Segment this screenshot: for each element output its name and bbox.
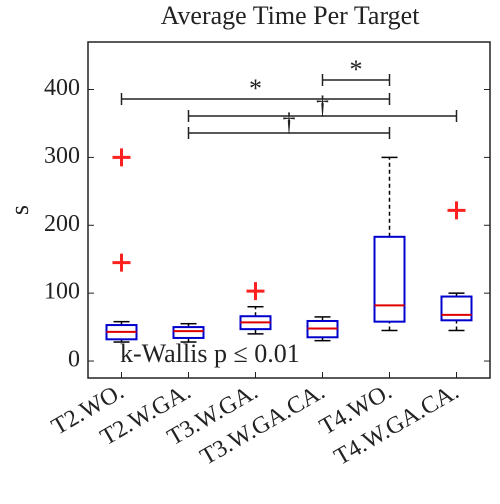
significance-label: † (316, 91, 329, 120)
chart-title: Average Time Per Target (161, 1, 421, 30)
plot-frame (87, 41, 491, 379)
y-tick-label: 100 (44, 279, 80, 305)
significance-bracket (120, 93, 391, 105)
outlier (112, 253, 131, 272)
annotation: k-Wallis p ≤ 0.01 (120, 339, 300, 368)
y-tick-label: 200 (44, 211, 80, 237)
y-tick-label: 300 (44, 143, 80, 169)
y-axis-label: s (5, 205, 34, 215)
significance-label: * (249, 74, 262, 103)
box (440, 295, 473, 322)
significance-bracket (187, 127, 391, 139)
significance-label: † (283, 108, 296, 137)
significance-label: * (350, 55, 363, 84)
significance-bracket (321, 74, 391, 86)
outlier (246, 282, 265, 301)
outlier (112, 148, 131, 167)
box (373, 235, 406, 323)
box (172, 326, 205, 339)
significance-bracket (187, 110, 458, 122)
y-tick-label: 0 (68, 347, 80, 373)
outlier (447, 201, 466, 220)
y-tick-label: 400 (44, 75, 80, 101)
